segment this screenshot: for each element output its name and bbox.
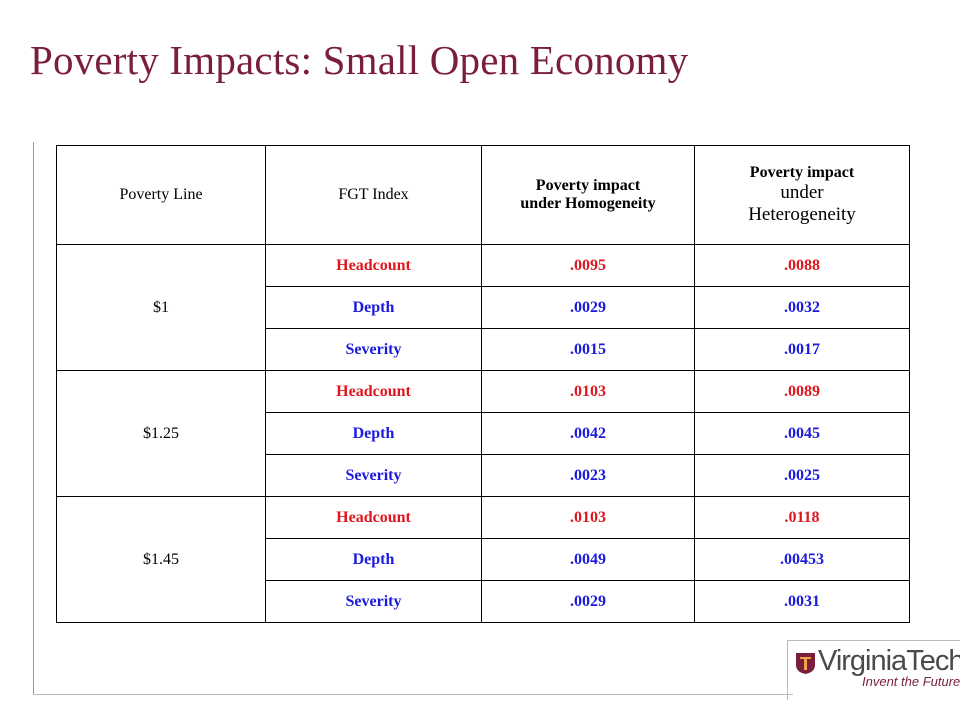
table-row: Severity .0015 .0017 (57, 328, 910, 371)
poverty-line-cell: $1 (56, 244, 266, 371)
heterogeneity-value: .0017 (694, 328, 910, 371)
table-row: Depth .0042 .0045 (57, 412, 910, 455)
logo-frame (787, 640, 960, 700)
homogeneity-value: .0095 (481, 244, 695, 287)
heterogeneity-value: .0025 (694, 454, 910, 497)
table-row: Depth .0029 .0032 (57, 286, 910, 329)
homogeneity-value: .0049 (481, 538, 695, 581)
table-row: Severity .0029 .0031 (57, 580, 910, 623)
homogeneity-value: .0029 (481, 286, 695, 329)
header-heterogeneity-line2: under (780, 182, 824, 203)
bottom-divider (33, 694, 793, 695)
homogeneity-value: .0103 (481, 496, 695, 539)
table-row: $1 Headcount .0095 .0088 (56, 244, 910, 371)
heterogeneity-value: .0118 (694, 496, 910, 539)
homogeneity-value: .0015 (481, 328, 695, 371)
homogeneity-value: .0029 (481, 580, 695, 623)
header-heterogeneity: Poverty impact under Heterogeneity (694, 145, 910, 245)
heterogeneity-value: .00453 (694, 538, 910, 581)
poverty-line-cell: $1.45 (56, 496, 266, 623)
heterogeneity-value: .0089 (694, 370, 910, 413)
fgt-index-cell: Headcount (265, 370, 482, 413)
table-header-row: Poverty Line FGT Index Poverty impact un… (56, 145, 910, 245)
logo-tagline: Invent the Future (862, 674, 960, 689)
homogeneity-value: .0023 (481, 454, 695, 497)
fgt-index-cell: Depth (265, 538, 482, 581)
fgt-index-cell: Headcount (265, 244, 482, 287)
hokie-emblem-icon (796, 653, 815, 674)
table-row: $1.45 Headcount .0103 .0118 (56, 496, 910, 623)
header-heterogeneity-line1: Poverty impact (749, 164, 855, 181)
poverty-impact-table: Poverty Line FGT Index Poverty impact un… (56, 145, 910, 623)
slide-title: Poverty Impacts: Small Open Economy (30, 37, 689, 83)
heterogeneity-value: .0088 (694, 244, 910, 287)
fgt-index-cell: Depth (265, 412, 482, 455)
table-row: Depth .0049 .00453 (57, 538, 910, 581)
header-homogeneity-line2: under Homogeneity (520, 195, 656, 212)
heterogeneity-value: .0032 (694, 286, 910, 329)
heterogeneity-value: .0045 (694, 412, 910, 455)
logo-name-part1: Virginia (818, 645, 907, 677)
homogeneity-value: .0103 (481, 370, 695, 413)
fgt-index-cell: Severity (265, 328, 482, 371)
header-homogeneity-line1: Poverty impact (535, 177, 641, 194)
table-row: $1.25 Headcount .0103 .0089 (56, 370, 910, 497)
university-logo-text: VirginiaTech (818, 645, 960, 678)
header-heterogeneity-line3: Heterogeneity (748, 204, 856, 225)
logo-name-part2: Tech (906, 645, 960, 677)
left-divider (33, 142, 34, 694)
header-poverty-line: Poverty Line (56, 145, 266, 245)
poverty-line-cell: $1.25 (56, 370, 266, 497)
fgt-index-cell: Headcount (265, 496, 482, 539)
fgt-index-cell: Severity (265, 580, 482, 623)
homogeneity-value: .0042 (481, 412, 695, 455)
header-homogeneity: Poverty impact under Homogeneity (481, 145, 695, 245)
fgt-index-cell: Severity (265, 454, 482, 497)
fgt-index-cell: Depth (265, 286, 482, 329)
header-fgt-index: FGT Index (265, 145, 482, 245)
heterogeneity-value: .0031 (694, 580, 910, 623)
table-row: Severity .0023 .0025 (57, 454, 910, 497)
